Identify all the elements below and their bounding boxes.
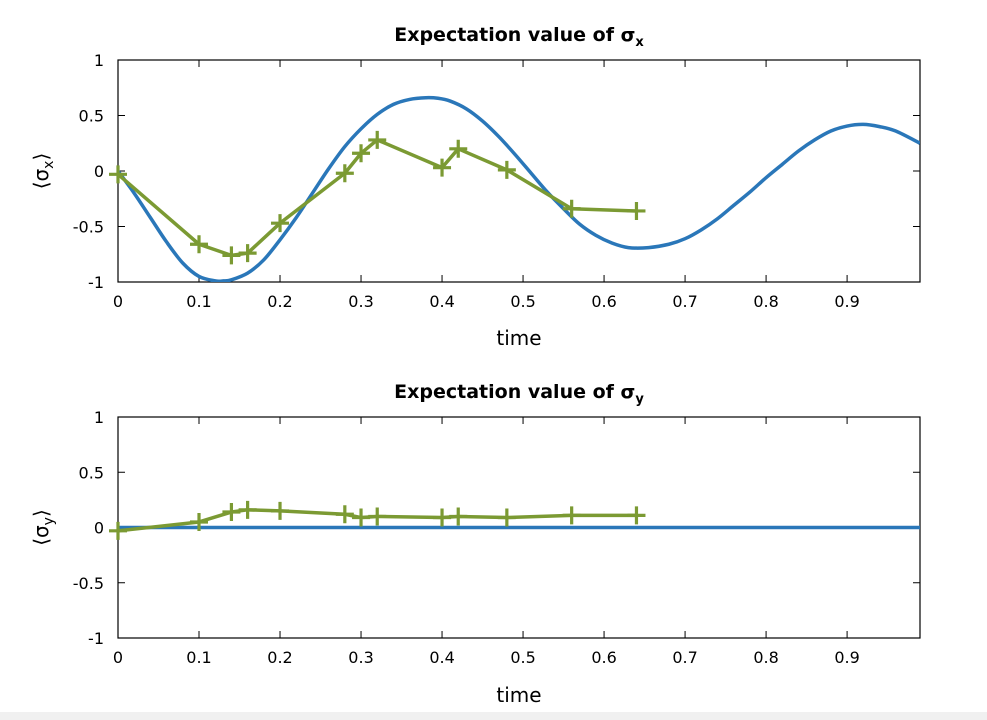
sigma-y-xtick-label: 0.7	[672, 648, 697, 667]
sigma-y-ylabel: ⟨σy⟩	[29, 509, 57, 546]
sigma-x-data-point	[627, 201, 646, 220]
sigma-y-xtick-label: 0.1	[186, 648, 211, 667]
sigma-y-ytick-label: -0.5	[73, 574, 104, 593]
sigma-y-ytick-label: 0	[94, 519, 104, 538]
sigma-y-xtick-label: 0.5	[510, 648, 535, 667]
sigma-x-ytick-label: -1	[88, 273, 104, 292]
sigma-y-data-point	[497, 508, 516, 527]
sigma-x-ytick-label: 1	[94, 51, 104, 70]
sigma-y-data-point	[190, 512, 209, 531]
sigma-x-plot-frame	[117, 59, 921, 283]
sigma-x-xtick-label: 0	[113, 292, 123, 311]
sigma-x-xtick-label: 0.4	[429, 292, 454, 311]
sigma-x-series-exact-line	[118, 95, 920, 282]
sigma-x-xtick-label: 0.3	[348, 292, 373, 311]
sigma-y-title: Expectation value of σy	[394, 381, 644, 407]
sigma-x-data-point	[368, 130, 387, 149]
sigma-x-xtick-label: 0.8	[753, 292, 778, 311]
sigma-x-xtick-label: 0.6	[591, 292, 616, 311]
sigma-x-ytick-label: 0.5	[79, 107, 104, 126]
sigma-y-xlabel: time	[496, 683, 541, 707]
sigma-y-data-point	[271, 501, 290, 520]
sigma-y-data-point	[562, 506, 581, 525]
sigma-y-xtick-label: 0	[113, 648, 123, 667]
sigma-x-data-point	[562, 199, 581, 218]
sigma-x-data-point	[497, 160, 516, 179]
sigma-x-title: Expectation value of σx	[394, 24, 644, 50]
sigma-x-data-point	[433, 158, 452, 177]
sigma-y-xtick-label: 0.3	[348, 648, 373, 667]
sigma-x-data-point	[352, 144, 371, 163]
sigma-y-data-point	[433, 508, 452, 527]
sigma-x-xlabel: time	[496, 326, 541, 350]
sigma-y-ytick-label: 1	[94, 408, 104, 427]
sigma-y-data-point	[627, 506, 646, 525]
sigma-y-data-point	[449, 507, 468, 526]
sigma-x-panel: Expectation value of σx 0 0.1 0.2 0.3 0.4 0.5 0…	[29, 24, 921, 350]
sigma-x-data-point	[109, 165, 127, 184]
sigma-x-ytick-label: -0.5	[73, 218, 104, 237]
sigma-y-data-point	[352, 508, 371, 527]
sigma-x-ylabel: ⟨σx⟩	[29, 153, 57, 190]
sigma-y-data-point	[109, 521, 127, 540]
sigma-y-xtick-label: 0.8	[753, 648, 778, 667]
sigma-x-xtick-label: 0.2	[267, 292, 292, 311]
sigma-x-xtick-label: 0.5	[510, 292, 535, 311]
page-bottom-strip	[0, 712, 987, 720]
sigma-y-data-point	[238, 500, 257, 519]
sigma-x-data-point	[190, 235, 209, 254]
sigma-y-panel: Expectation value of σy 0 0.1 0.2 0.3 0.4 0.5 0…	[29, 381, 921, 707]
sigma-x-data-point	[449, 139, 468, 158]
sigma-x-data-point	[222, 246, 241, 265]
sigma-y-data-point	[222, 503, 241, 522]
sigma-x-xtick-label: 0.7	[672, 292, 697, 311]
sigma-x-ytick-label: 0	[94, 162, 104, 181]
sigma-x-data-point	[335, 164, 354, 183]
sigma-y-xtick-label: 0.6	[591, 648, 616, 667]
sigma-x-data-point	[271, 214, 290, 233]
sigma-y-xtick-label: 0.9	[834, 648, 859, 667]
sigma-x-xtick-label: 0.1	[186, 292, 211, 311]
sigma-y-xtick-label: 0.2	[267, 648, 292, 667]
sigma-y-ytick-label: 0.5	[79, 463, 104, 482]
sigma-x-data-point	[238, 244, 257, 263]
sigma-x-xtick-label: 0.9	[834, 292, 859, 311]
sigma-y-data-point	[368, 507, 387, 526]
sigma-y-xtick-label: 0.4	[429, 648, 454, 667]
sigma-y-ytick-label: -1	[88, 629, 104, 648]
sigma-x-series-simulated-line	[118, 138, 637, 258]
sigma-y-data-point	[335, 505, 354, 524]
